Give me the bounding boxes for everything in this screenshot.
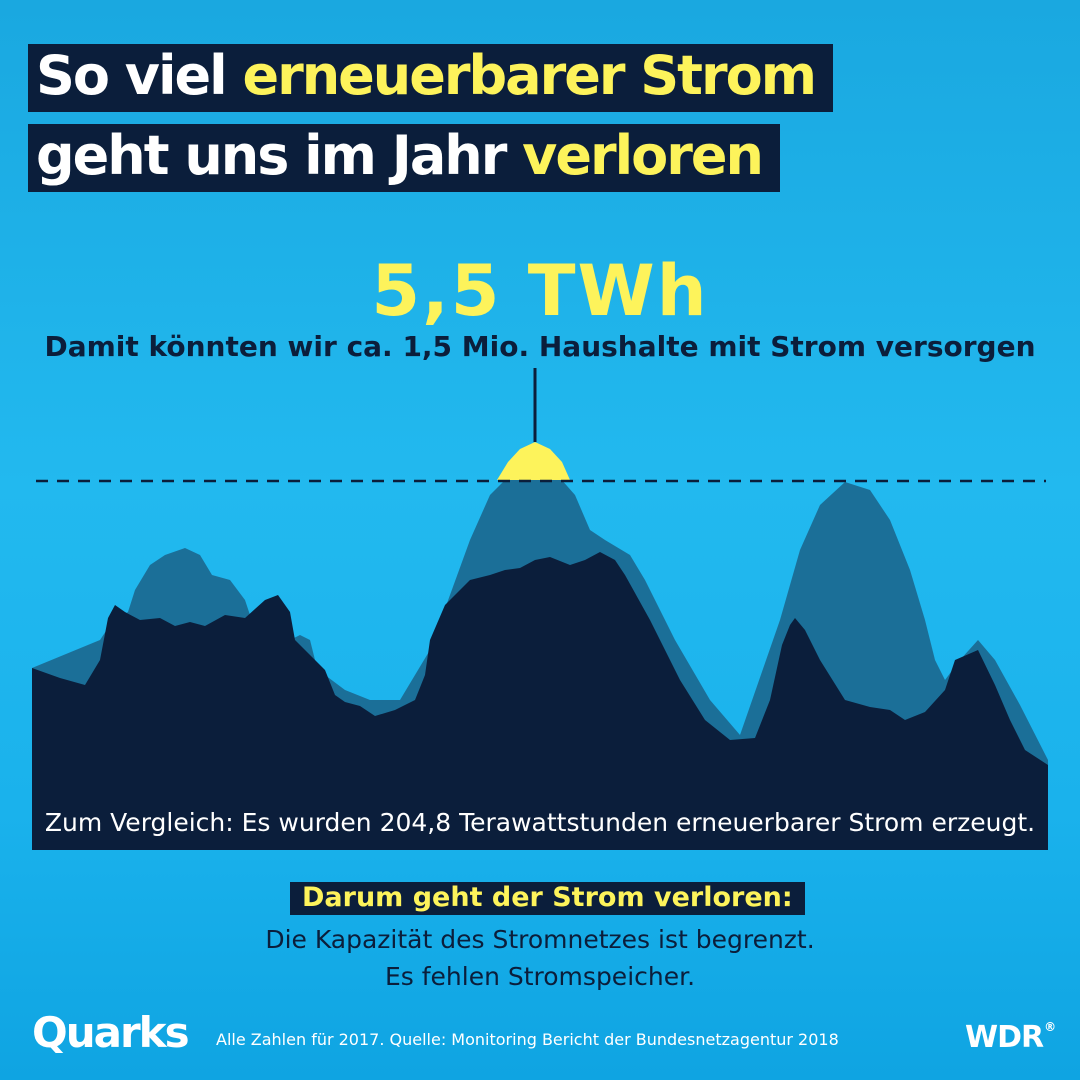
households-note: Damit könnten wir ca. 1,5 Mio. Haushalte…: [44, 330, 1036, 363]
headline-white-part-2: geht uns im Jahr: [36, 124, 507, 187]
registered-mark-icon: ®: [1044, 1020, 1056, 1034]
headline-yellow-part-1: erneuerbarer Strom: [242, 44, 817, 107]
headline-white-part-1: So viel: [36, 44, 228, 107]
source-note: Alle Zahlen für 2017. Quelle: Monitoring…: [216, 1030, 839, 1049]
headline-line-2: geht uns im Jahr verloren: [28, 124, 780, 192]
headline-yellow-part-2: verloren: [522, 124, 764, 187]
reason-item: Die Kapazität des Stromnetzes ist begren…: [265, 925, 815, 954]
comparison-note: Zum Vergleich: Es wurden 204,8 Terawatts…: [44, 808, 1036, 837]
mountain-illustration: [32, 368, 1048, 850]
headline-line-1: So viel erneuerbarer Strom: [28, 44, 833, 112]
pendant-lamp-icon: [497, 442, 570, 480]
lost-energy-value: 5,5 TWh: [371, 250, 709, 332]
wdr-logo-text: WDR: [965, 1020, 1044, 1055]
foreground-mountains: [32, 552, 1048, 850]
reasons-heading: Darum geht der Strom verloren:: [290, 882, 805, 915]
quarks-logo: Quarks: [32, 1008, 190, 1057]
reason-item: Es fehlen Stromspeicher.: [384, 962, 696, 991]
wdr-logo: WDR®: [965, 1020, 1056, 1055]
